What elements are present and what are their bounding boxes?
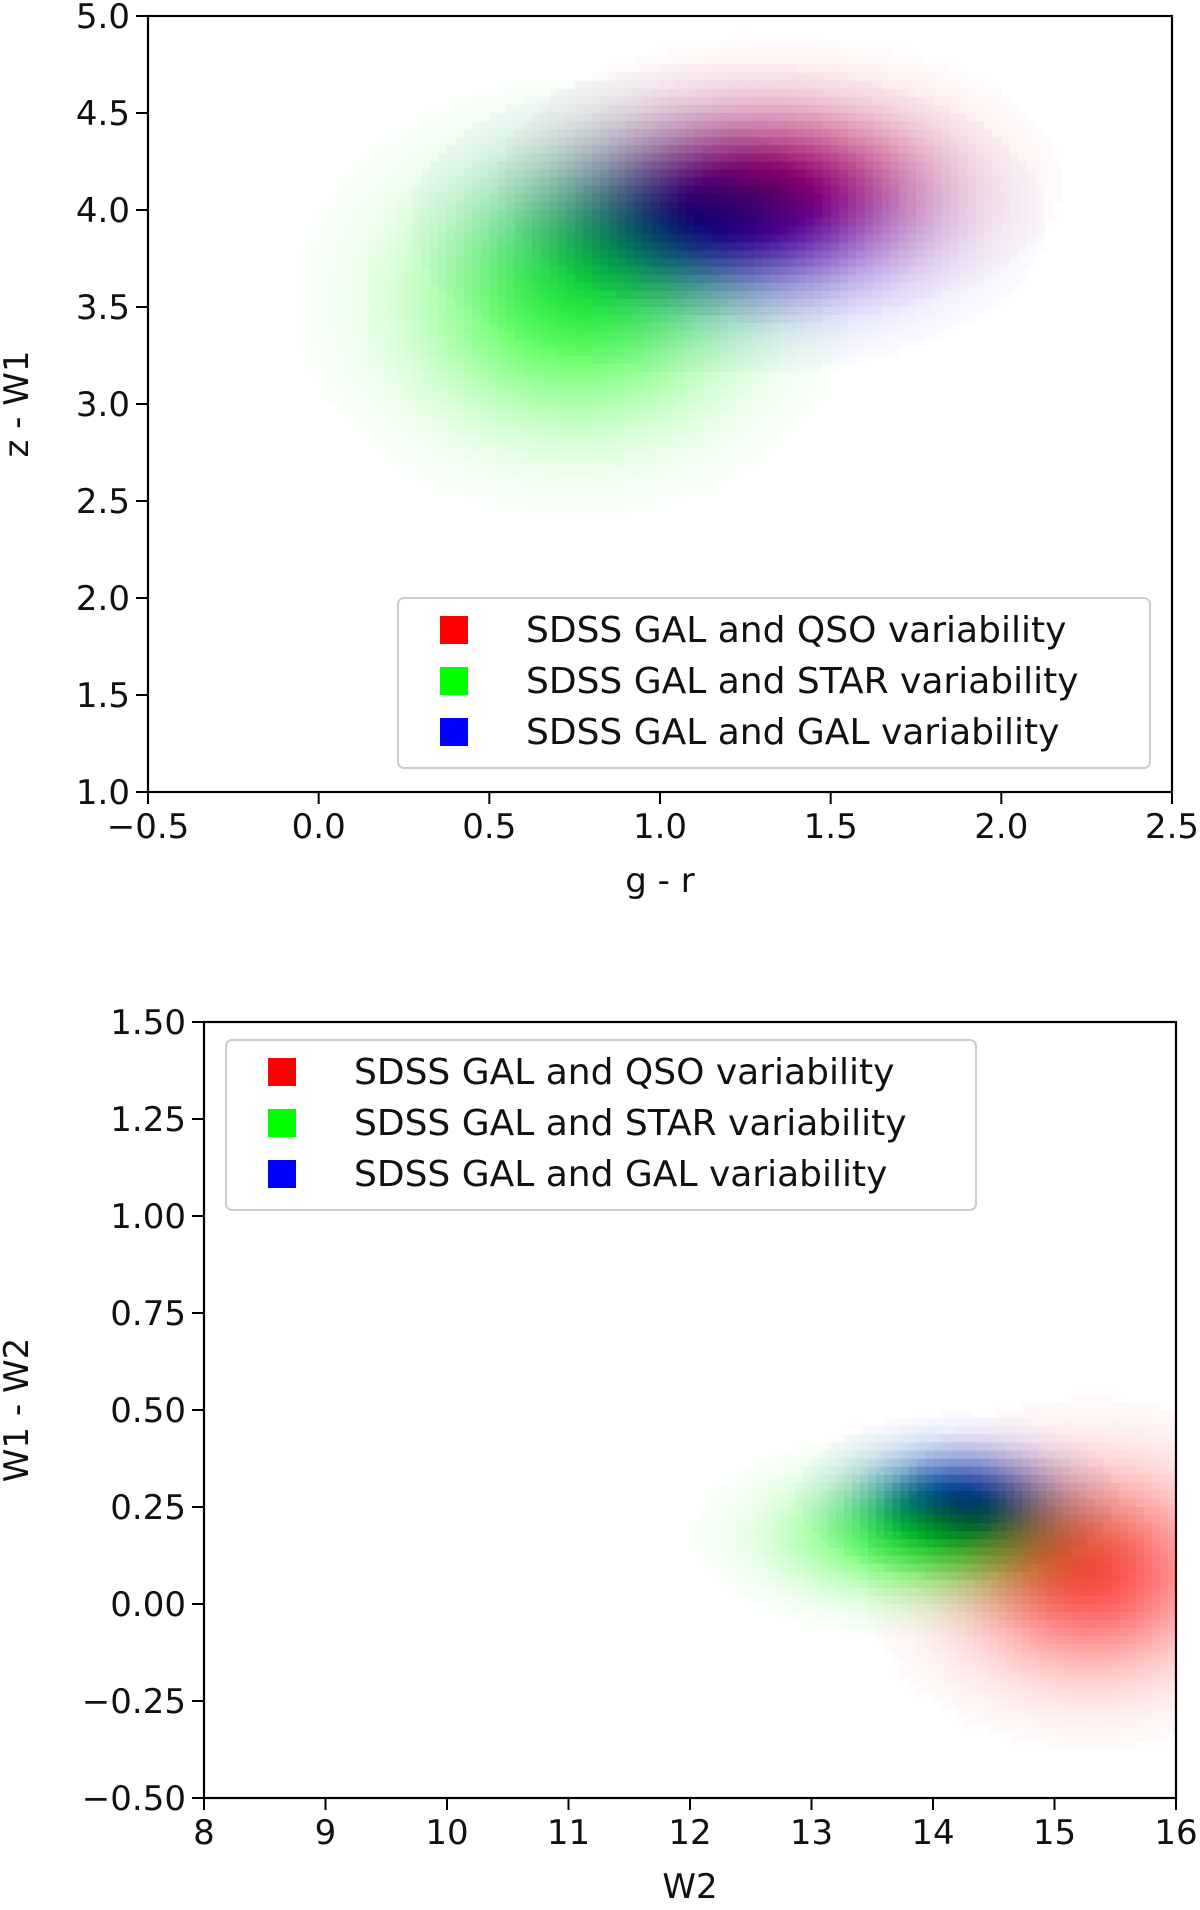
legend-swatch: [268, 1109, 296, 1137]
legend: SDSS GAL and QSO variability SDSS GAL and…: [225, 1039, 977, 1211]
x-tick-label: 0.0: [292, 807, 346, 847]
x-tick-label: 0.5: [462, 807, 516, 847]
y-tick-label: −0.25: [82, 1682, 186, 1722]
x-tick-label: −0.5: [107, 807, 190, 847]
legend-box: [397, 597, 1151, 769]
x-tick-label: 13: [790, 1813, 833, 1853]
legend-swatch: [440, 718, 468, 746]
legend-label: SDSS GAL and QSO variability: [526, 610, 1066, 651]
x-tick-label: 11: [547, 1813, 590, 1853]
legend: SDSS GAL and QSO variability SDSS GAL and…: [397, 597, 1151, 769]
y-tick-label: 1.50: [110, 1003, 186, 1043]
x-tick-label: 2.0: [974, 807, 1028, 847]
y-tick-label: 0.75: [110, 1294, 186, 1334]
x-axis-label: W2: [662, 1867, 717, 1907]
x-tick-label: 15: [1033, 1813, 1076, 1853]
x-tick-label: 14: [911, 1813, 954, 1853]
y-tick-label: 0.50: [110, 1391, 186, 1431]
legend-label: SDSS GAL and STAR variability: [354, 1103, 907, 1144]
y-tick-label: 1.5: [76, 676, 130, 716]
y-tick-label: 1.0: [76, 773, 130, 813]
density-heatmap: [690, 1393, 1177, 1751]
x-axis-label: g - r: [625, 861, 694, 901]
y-tick-label: 2.0: [76, 579, 130, 619]
x-tick-label: 1.5: [804, 807, 858, 847]
y-tick-label: 4.5: [76, 94, 130, 134]
legend-swatch: [440, 616, 468, 644]
legend-label: SDSS GAL and STAR variability: [526, 661, 1079, 702]
x-tick-label: 10: [425, 1813, 468, 1853]
y-tick-label: 4.0: [76, 191, 130, 231]
y-axis-label: z - W1: [0, 351, 37, 458]
y-tick-label: 2.5: [76, 482, 130, 522]
x-tick-label: 2.5: [1145, 807, 1199, 847]
y-tick-label: 0.00: [110, 1585, 186, 1625]
x-tick-label: 1.0: [633, 807, 687, 847]
y-tick-label: 0.25: [110, 1488, 186, 1528]
legend-swatch: [440, 667, 468, 695]
x-tick-label: 8: [193, 1813, 215, 1853]
density-heatmap: [301, 40, 1062, 518]
y-axis-label: W1 - W2: [0, 1338, 37, 1482]
legend-label: SDSS GAL and GAL variability: [354, 1154, 887, 1195]
x-tick-label: 16: [1154, 1813, 1197, 1853]
legend-box: [225, 1039, 977, 1211]
legend-label: SDSS GAL and GAL variability: [526, 712, 1059, 753]
chart-1: −0.5 0.0 0.5 1.0 1.5 2.0 2.5 1.0 1.5 2.0 2.5 3.0 3.5…: [0, 0, 1199, 901]
y-tick-label: 1.00: [110, 1197, 186, 1237]
x-tick-label: 12: [668, 1813, 711, 1853]
legend-label: SDSS GAL and QSO variability: [354, 1052, 894, 1093]
y-tick-label: −0.50: [82, 1779, 186, 1819]
x-tick-label: 9: [315, 1813, 337, 1853]
y-tick-label: 3.0: [76, 385, 130, 425]
chart-2: 8 9 10 11 12 13 14 15 16 −0.50 −0.25 0.00 0.25 0.50 0.…: [0, 1003, 1198, 1907]
y-tick-label: 1.25: [110, 1100, 186, 1140]
legend-swatch: [268, 1058, 296, 1086]
legend-swatch: [268, 1160, 296, 1188]
y-tick-label: 5.0: [76, 0, 130, 37]
y-tick-label: 3.5: [76, 288, 130, 328]
